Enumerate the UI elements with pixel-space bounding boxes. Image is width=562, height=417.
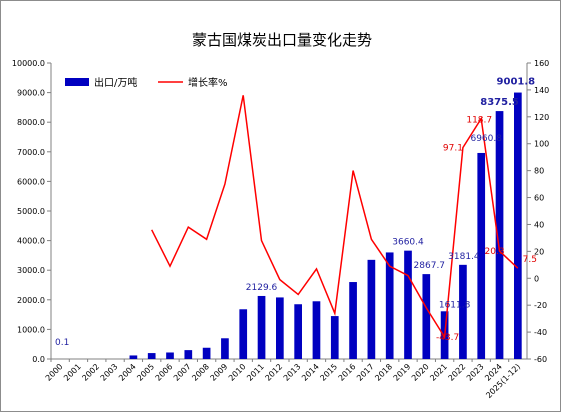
bar-data-label: 3660.4	[392, 238, 424, 248]
chart-title: 蒙古国煤炭出口量变化走势	[192, 31, 372, 49]
x-tick-label: 2012	[264, 362, 285, 383]
bar-data-label: 2867.7	[414, 261, 446, 271]
bar	[130, 355, 138, 359]
x-tick-label: 2022	[447, 362, 468, 383]
x-tick-label: 2014	[300, 362, 321, 383]
bar	[166, 352, 174, 359]
right-tick-label: 60	[534, 194, 544, 203]
growth-data-label: 20.3	[485, 247, 505, 257]
bar	[313, 301, 321, 359]
x-tick-label: 2019	[392, 362, 413, 383]
bar-data-label: 2129.6	[246, 283, 278, 293]
right-tick-label: -20	[534, 301, 547, 310]
legend-bar-label: 出口/万吨	[94, 76, 137, 89]
x-tick-label: 2015	[318, 362, 339, 383]
bar	[148, 353, 156, 359]
x-tick-label: 2006	[154, 362, 175, 383]
left-tick-label: 9000.0	[17, 89, 45, 98]
bar-data-label: 6960.8	[470, 134, 502, 144]
bars-group	[56, 93, 521, 359]
right-tick-label: 0	[534, 274, 539, 283]
bar	[368, 260, 376, 359]
bar	[331, 316, 339, 359]
legend: 出口/万吨 增长率%	[65, 76, 228, 89]
x-tick-label: 2023	[465, 362, 486, 383]
x-tick-label: 2007	[172, 362, 193, 383]
left-tick-label: 6000.0	[17, 177, 45, 186]
right-tick-label: 140	[534, 86, 549, 95]
right-tick-label: 100	[534, 140, 549, 149]
left-tick-label: 1000.0	[17, 325, 45, 334]
x-tick-label: 2009	[209, 362, 230, 383]
right-tick-label: 80	[534, 167, 544, 176]
x-tick-label: 2011	[245, 362, 266, 383]
x-tick-label: 2017	[355, 362, 376, 383]
x-tick-label: 2010	[227, 362, 248, 383]
x-tick-label: 2021	[428, 362, 449, 383]
growth-data-label: 118.7	[466, 116, 492, 126]
right-tick-label: 160	[534, 59, 549, 68]
bar	[276, 297, 284, 359]
x-tick-label: 2002	[80, 362, 101, 383]
bar	[422, 274, 430, 359]
left-tick-label: 10000.0	[12, 59, 45, 68]
x-tick-label: 2013	[282, 362, 303, 383]
x-tick-label: 2018	[373, 362, 394, 383]
bar-data-label: 1611.8	[439, 300, 471, 310]
x-tick-label: 2004	[117, 362, 138, 383]
bar-data-label: 3181.4	[448, 252, 480, 262]
bar	[386, 252, 394, 359]
bar	[404, 251, 412, 359]
bar	[221, 338, 229, 359]
bar	[349, 282, 357, 359]
left-tick-label: 7000.0	[17, 148, 45, 157]
bar	[184, 350, 192, 359]
left-tick-label: 4000.0	[17, 237, 45, 246]
bar-data-label: 0.1	[55, 338, 69, 348]
bar	[239, 309, 247, 359]
x-tick-label: 2000	[44, 362, 65, 383]
growth-data-label: -43.7	[436, 333, 459, 343]
legend-bar-swatch	[65, 78, 89, 86]
right-tick-label: 120	[534, 113, 549, 122]
x-tick-label: 2008	[190, 362, 211, 383]
right-tick-label: -40	[534, 328, 547, 337]
left-tick-label: 5000.0	[17, 207, 45, 216]
bar	[203, 348, 211, 359]
left-tick-label: 2000.0	[17, 296, 45, 305]
x-tick-label: 2001	[62, 362, 83, 383]
bar	[294, 304, 302, 359]
legend-line-label: 增长率%	[188, 76, 228, 89]
left-tick-label: 3000.0	[17, 266, 45, 275]
x-tick-label: 2005	[135, 362, 156, 383]
bar	[258, 296, 266, 359]
growth-data-label: 97.1	[443, 144, 463, 154]
right-tick-label: 40	[534, 220, 544, 229]
x-tick-label: 2020	[410, 362, 431, 383]
x-tick-label: 2016	[337, 362, 358, 383]
left-tick-label: 8000.0	[17, 118, 45, 127]
bar	[459, 265, 467, 359]
x-tick-label: 2003	[99, 362, 120, 383]
growth-data-label: 7.5	[523, 255, 537, 265]
bar-data-label: 9001.8	[497, 77, 536, 88]
bar-data-label: 8375.5	[480, 97, 519, 108]
left-tick-label: 0.0	[32, 355, 45, 364]
right-tick-label: -60	[534, 355, 547, 364]
bar	[514, 93, 522, 359]
